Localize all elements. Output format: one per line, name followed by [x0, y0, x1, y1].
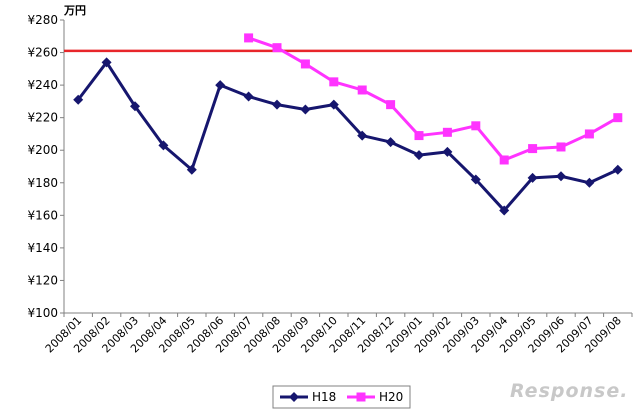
series-line: [77, 60, 619, 212]
y-tick-label: ¥140: [27, 241, 58, 255]
y-tick-label: ¥220: [27, 111, 58, 125]
y-tick-label: ¥100: [27, 306, 58, 320]
y-tick-label: ¥180: [27, 176, 58, 190]
data-point: [386, 100, 396, 110]
data-point: [527, 172, 538, 183]
data-point: [471, 121, 481, 131]
y-tick-label: ¥200: [27, 143, 58, 157]
series-h18: [73, 57, 623, 216]
data-point: [499, 205, 510, 216]
y-tick-label: ¥120: [27, 273, 58, 287]
data-point: [186, 164, 197, 175]
data-point: [612, 164, 623, 175]
legend-marker: [356, 392, 366, 402]
y-tick-label: ¥260: [27, 46, 58, 60]
data-point: [329, 77, 339, 87]
data-point: [357, 85, 367, 95]
data-point: [300, 104, 311, 115]
series-group: [73, 33, 623, 216]
data-point: [442, 146, 453, 157]
data-point: [158, 140, 169, 151]
data-point: [300, 59, 310, 69]
data-point: [584, 177, 595, 188]
legend-label: H20: [379, 390, 403, 404]
watermark-text: Response.: [510, 380, 628, 402]
data-point: [556, 142, 566, 152]
data-point: [584, 129, 594, 139]
legend-label: H18: [312, 390, 336, 404]
data-point: [528, 144, 538, 154]
series-h20: [244, 33, 623, 165]
data-point: [215, 80, 226, 91]
y-tick-label: ¥280: [27, 13, 58, 27]
data-point: [385, 137, 396, 148]
data-point: [442, 127, 452, 137]
response-watermark: Response.: [510, 380, 628, 402]
legend: H18 H20: [272, 385, 411, 409]
y-tick-label: ¥160: [27, 208, 58, 222]
x-axis: 2008/012008/022008/032008/042008/052008/…: [43, 312, 633, 355]
data-point: [272, 99, 282, 110]
data-point: [272, 43, 282, 53]
data-point: [73, 94, 84, 105]
data-point: [556, 171, 566, 182]
data-point: [101, 57, 112, 68]
data-point: [613, 113, 623, 123]
data-point: [243, 91, 254, 102]
data-point: [414, 131, 424, 141]
data-point: [244, 33, 254, 43]
legend-marker: [289, 392, 299, 402]
legend-box: [272, 385, 411, 409]
data-point: [357, 130, 368, 141]
y-unit-label: 万円: [63, 4, 86, 17]
data-point: [414, 150, 424, 161]
y-tick-label: ¥240: [27, 78, 58, 92]
data-point: [130, 101, 140, 112]
data-point: [499, 155, 509, 165]
data-point: [470, 174, 481, 185]
y-axis: ¥100 ¥120 ¥140 ¥160 ¥180 ¥200 ¥220 ¥240 ¥260 ¥280: [27, 13, 65, 320]
series-line: [248, 36, 619, 162]
data-point: [328, 99, 339, 110]
